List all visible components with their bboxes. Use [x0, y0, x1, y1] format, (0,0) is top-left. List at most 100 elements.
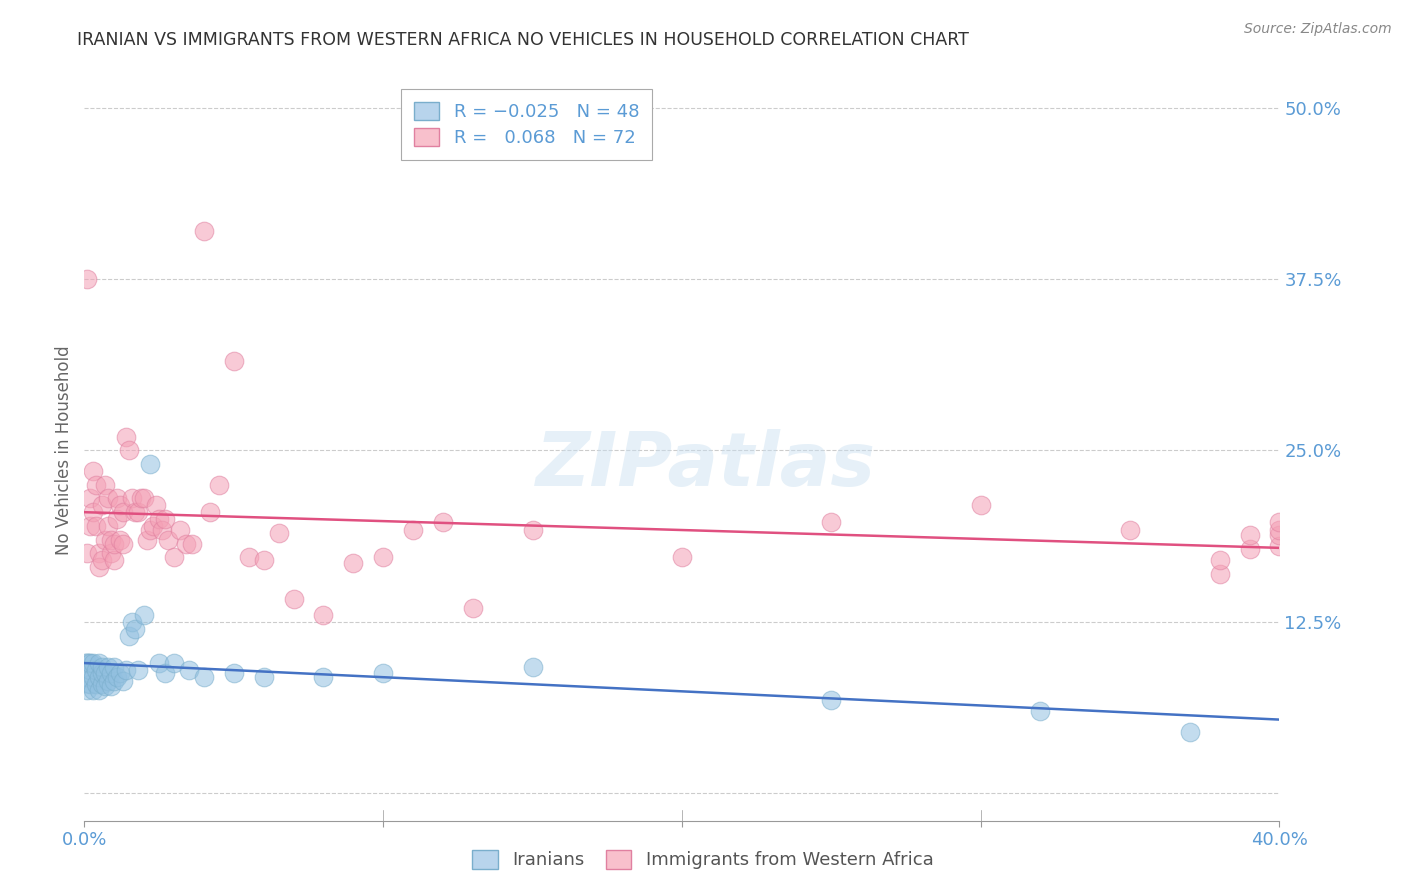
Point [177, 663, 200, 677]
Point [342, 556, 364, 570]
Point [91, 665, 114, 680]
Point [124, 505, 146, 519]
Point [238, 550, 260, 565]
Point [193, 670, 215, 684]
Point [91, 660, 114, 674]
Point [1239, 528, 1261, 542]
Point [86, 519, 108, 533]
Point [115, 663, 138, 677]
Point [522, 660, 544, 674]
Point [115, 430, 138, 444]
Point [112, 673, 135, 688]
Point [373, 550, 395, 565]
Point [100, 665, 122, 680]
Point [153, 665, 176, 680]
Point [222, 354, 245, 368]
Point [1178, 724, 1201, 739]
Point [79, 663, 101, 677]
Point [1239, 542, 1261, 557]
Point [312, 670, 335, 684]
Point [110, 665, 132, 680]
Point [86, 663, 108, 677]
Point [132, 491, 156, 506]
Point [522, 523, 544, 537]
Point [89, 656, 111, 670]
Point [970, 498, 993, 512]
Point [373, 665, 395, 680]
Point [94, 533, 117, 547]
Point [76, 665, 98, 680]
Point [1268, 523, 1291, 537]
Point [118, 443, 141, 458]
Point [103, 660, 125, 674]
Point [91, 498, 114, 512]
Point [145, 498, 167, 512]
Point [105, 491, 128, 506]
Point [121, 491, 143, 506]
Point [139, 457, 162, 471]
Point [820, 515, 842, 529]
Point [198, 505, 221, 519]
Point [157, 533, 180, 547]
Point [89, 670, 111, 684]
Point [139, 523, 162, 537]
Point [91, 676, 114, 690]
Point [1268, 515, 1291, 529]
Point [1119, 523, 1142, 537]
Point [312, 607, 335, 622]
Point [100, 546, 122, 560]
Point [169, 523, 191, 537]
Point [1268, 528, 1291, 542]
Point [148, 656, 170, 670]
Point [105, 512, 128, 526]
Point [127, 663, 149, 677]
Point [118, 628, 141, 642]
Point [208, 477, 231, 491]
Point [82, 670, 104, 684]
Point [89, 546, 111, 560]
Point [79, 491, 101, 506]
Point [91, 553, 114, 567]
Point [129, 491, 152, 506]
Point [110, 498, 132, 512]
Point [1268, 540, 1291, 554]
Point [174, 537, 197, 551]
Point [76, 546, 98, 560]
Point [97, 491, 120, 506]
Point [94, 679, 117, 693]
Y-axis label: No Vehicles in Household: No Vehicles in Household [55, 345, 73, 556]
Point [105, 670, 128, 684]
Point [124, 622, 146, 636]
Text: IRANIAN VS IMMIGRANTS FROM WESTERN AFRICA NO VEHICLES IN HOUSEHOLD CORRELATION C: IRANIAN VS IMMIGRANTS FROM WESTERN AFRIC… [77, 31, 969, 49]
Point [110, 533, 132, 547]
Point [100, 679, 122, 693]
Point [142, 519, 165, 533]
Point [820, 693, 842, 707]
Point [79, 656, 101, 670]
Point [103, 673, 125, 688]
Point [100, 533, 122, 547]
Point [97, 660, 120, 674]
Point [1209, 553, 1232, 567]
Point [82, 656, 104, 670]
Point [97, 673, 120, 688]
Point [112, 537, 135, 551]
Point [163, 550, 186, 565]
Point [432, 515, 454, 529]
Point [136, 533, 159, 547]
Point [402, 523, 425, 537]
Point [82, 505, 104, 519]
Point [76, 683, 98, 698]
Point [82, 464, 104, 478]
Point [103, 553, 125, 567]
Point [163, 656, 186, 670]
Point [1209, 566, 1232, 581]
Point [89, 683, 111, 698]
Point [150, 523, 173, 537]
Legend: R = −0.025   N = 48, R =   0.068   N = 72: R = −0.025 N = 48, R = 0.068 N = 72 [401, 89, 652, 160]
Point [86, 676, 108, 690]
Point [1029, 704, 1052, 718]
Point [153, 512, 176, 526]
Point [94, 665, 117, 680]
Point [112, 505, 135, 519]
